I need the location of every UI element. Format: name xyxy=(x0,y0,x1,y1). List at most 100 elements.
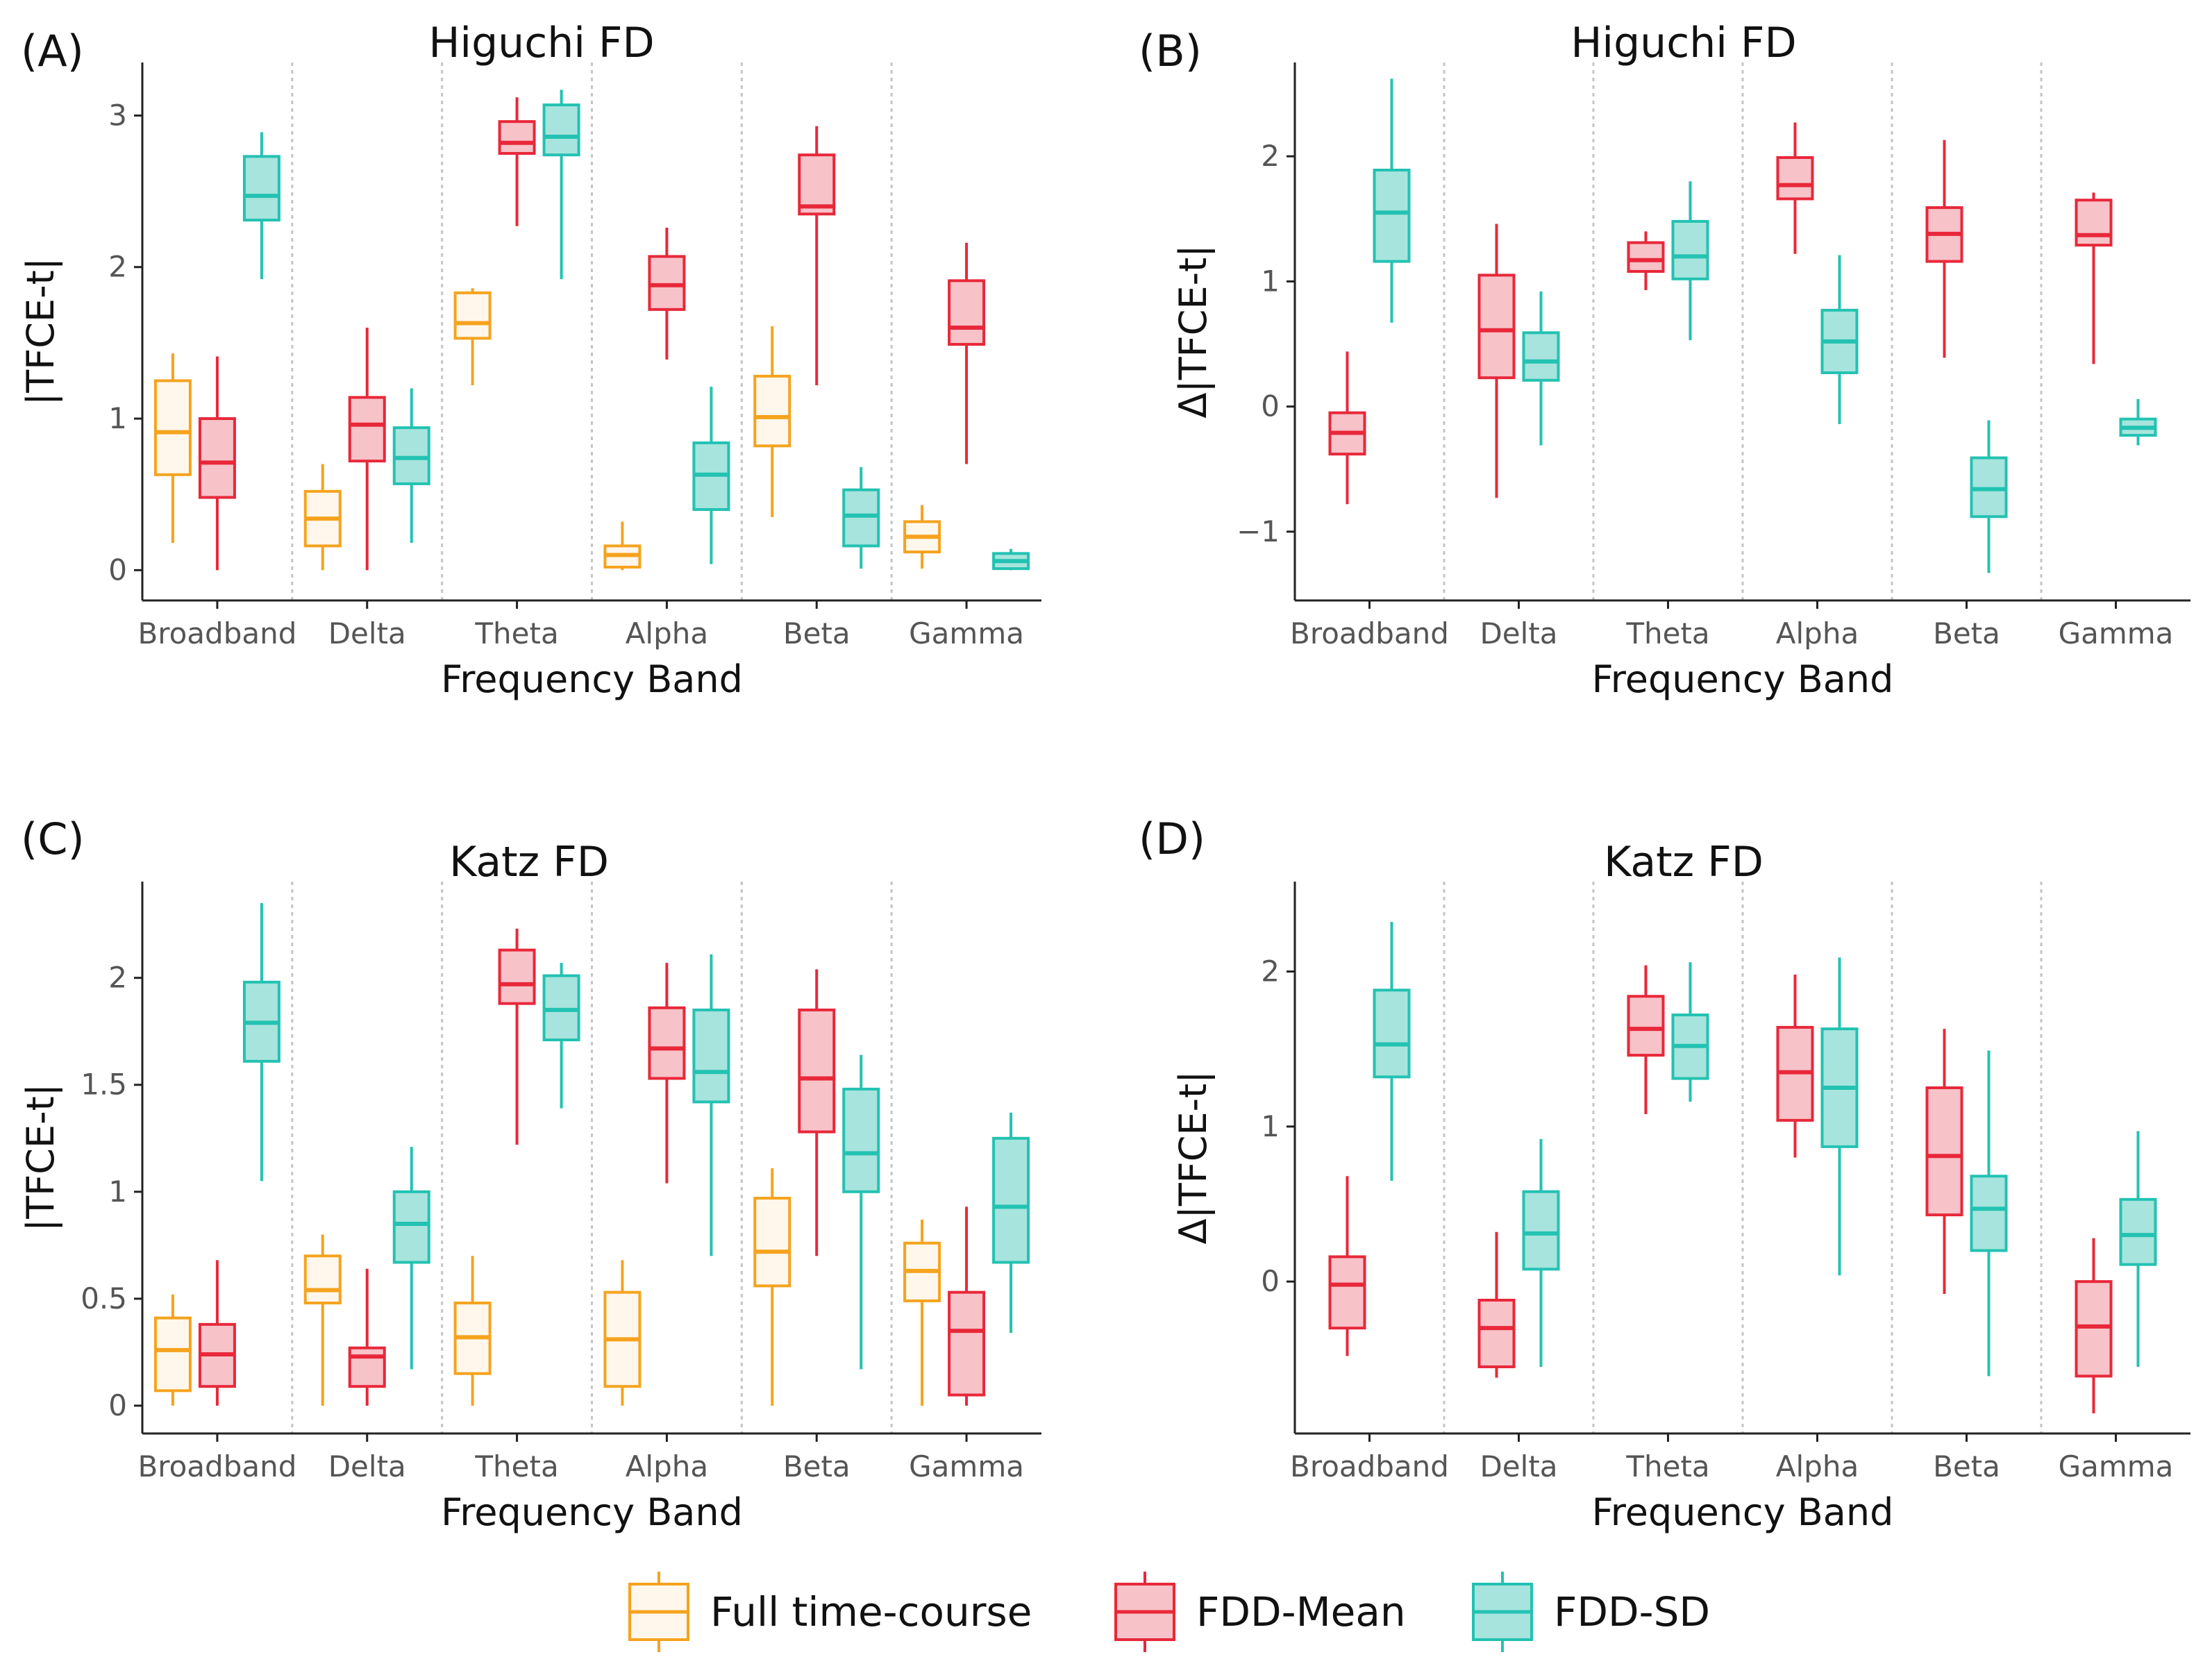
x-tick-label: Delta xyxy=(328,616,406,650)
y-tick-label: −1 xyxy=(1237,514,1280,548)
x-axis-label: Frequency Band xyxy=(441,1490,743,1534)
x-axis-label: Frequency Band xyxy=(1592,1490,1894,1534)
box-fdd-mean-alpha xyxy=(1776,974,1814,1158)
panel-title: Katz FD xyxy=(1604,838,1763,886)
x-tick-label: Gamma xyxy=(909,1449,1024,1483)
box-fdd-sd-beta xyxy=(1970,420,2008,573)
x-tick-label: Alpha xyxy=(1776,616,1859,650)
plots: (A) Higuchi FD 0 1 2 3 Broadband Delta Theta Alph… xyxy=(19,19,2190,1534)
panel-label: (B) xyxy=(1139,26,1202,76)
x-axis-label: Frequency Band xyxy=(441,657,743,701)
x-tick-label: Delta xyxy=(1480,1449,1557,1483)
x-tick-label: Alpha xyxy=(626,1449,708,1483)
box-iqr xyxy=(1522,1190,1560,1271)
box-fdd-sd-gamma xyxy=(2119,1131,2157,1367)
box-fdd-sd-alpha xyxy=(1820,255,1859,424)
y-tick-label: 2 xyxy=(1261,954,1280,989)
box-iqr xyxy=(498,948,536,1005)
box-full-time-course-theta xyxy=(453,288,492,385)
box-fdd-mean-beta xyxy=(798,126,836,385)
box-iqr xyxy=(1671,219,1709,280)
box-iqr xyxy=(842,1087,880,1193)
box-fdd-mean-gamma xyxy=(2075,1238,2113,1413)
panel-c: (C) Katz FD 0 0.5 1 1.5 2 Broadband Delta Theta Al… xyxy=(19,814,1041,1534)
box-fdd-mean-delta xyxy=(348,1268,386,1406)
box-fdd-sd-theta xyxy=(1671,962,1709,1102)
box-full-time-course-gamma xyxy=(903,1219,941,1406)
box-full-time-course-alpha xyxy=(603,521,642,571)
box-fdd-sd-gamma xyxy=(2119,398,2157,446)
x-tick-label: Gamma xyxy=(909,616,1024,650)
x-tick-label: Delta xyxy=(328,1449,406,1483)
x-tick-label: Beta xyxy=(1933,1449,2000,1483)
box-fdd-sd-theta xyxy=(542,963,580,1109)
legend: Full time-course FDD-Mean FDD-SD xyxy=(628,1572,1710,1652)
box-fdd-sd-beta xyxy=(1970,1050,2008,1377)
box-iqr xyxy=(392,1190,430,1264)
y-tick-label: 2 xyxy=(108,961,127,995)
x-tick-label: Broadband xyxy=(1290,1449,1449,1483)
legend-item-full-time-course: Full time-course xyxy=(628,1572,1032,1652)
box-fdd-mean-beta xyxy=(798,969,836,1256)
legend-item-fdd-sd: FDD-SD xyxy=(1472,1572,1710,1652)
box-iqr xyxy=(692,1008,730,1104)
box-fdd-sd-gamma xyxy=(992,1112,1030,1334)
box-iqr xyxy=(348,396,386,463)
box-fdd-sd-alpha xyxy=(692,387,730,564)
x-tick-label: Gamma xyxy=(2059,1449,2174,1483)
x-tick-label: Theta xyxy=(1625,616,1709,650)
y-axis-label: |TFCE-t| xyxy=(19,258,62,405)
box-full-time-course-beta xyxy=(753,326,791,517)
legend-label: FDD-SD xyxy=(1554,1588,1710,1635)
x-tick-label: Delta xyxy=(1480,616,1557,650)
y-tick-label: 0.5 xyxy=(81,1281,127,1315)
y-tick-label: 0 xyxy=(1261,389,1280,423)
box-fdd-mean-broadband xyxy=(1328,351,1366,505)
box-iqr xyxy=(648,255,686,311)
x-tick-label: Gamma xyxy=(2059,616,2174,650)
box-fdd-mean-alpha xyxy=(648,963,686,1184)
box-fdd-mean-broadband xyxy=(1328,1176,1366,1356)
box-iqr xyxy=(753,374,791,448)
box-fdd-sd-broadband xyxy=(242,902,280,1181)
box-fdd-mean-gamma xyxy=(948,1206,986,1406)
x-tick-label: Broadband xyxy=(1290,616,1449,650)
x-tick-label: Alpha xyxy=(1776,1449,1859,1483)
y-tick-label: 0 xyxy=(108,553,127,587)
box-iqr xyxy=(1970,1175,2008,1252)
box-fdd-mean-theta xyxy=(498,928,536,1145)
box-fdd-sd-delta xyxy=(1522,291,1560,446)
box-fdd-mean-delta xyxy=(1477,1231,1516,1378)
y-axis-label: Δ|TFCE-t| xyxy=(1171,245,1215,419)
y-tick-label: 2 xyxy=(108,250,127,284)
box-fdd-sd-delta xyxy=(392,1147,430,1370)
box-fdd-sd-beta xyxy=(842,466,880,569)
y-axis-label: Δ|TFCE-t| xyxy=(1171,1071,1215,1245)
y-tick-label: 0 xyxy=(1261,1264,1280,1298)
box-full-time-course-delta xyxy=(303,1234,342,1406)
box-iqr xyxy=(242,155,280,222)
box-iqr xyxy=(1776,155,1814,201)
box-fdd-mean-alpha xyxy=(1776,122,1814,254)
box-iqr xyxy=(1477,1298,1516,1368)
box-iqr xyxy=(542,974,580,1042)
box-fdd-sd-alpha xyxy=(1820,957,1859,1276)
box-fdd-sd-delta xyxy=(1522,1138,1560,1367)
box-iqr xyxy=(348,1346,386,1388)
y-tick-label: 1.5 xyxy=(81,1068,127,1102)
x-tick-label: Theta xyxy=(474,616,558,650)
box-fdd-mean-theta xyxy=(1627,965,1665,1114)
box-iqr xyxy=(303,1254,342,1305)
panel-label: (D) xyxy=(1139,814,1205,864)
y-tick-label: 1 xyxy=(108,401,127,435)
box-full-time-course-alpha xyxy=(603,1260,642,1406)
box-fdd-mean-beta xyxy=(1925,140,1963,358)
box-fdd-sd-broadband xyxy=(1373,922,1411,1181)
y-tick-label: 1 xyxy=(1261,264,1280,298)
box-fdd-sd-broadband xyxy=(242,132,280,280)
box-fdd-mean-beta xyxy=(1925,1029,1963,1295)
panel-label: (C) xyxy=(21,814,85,864)
panel-d: (D) Katz FD 0 1 2 Broadband Delta Theta Alpha Bet… xyxy=(1139,814,2190,1534)
y-tick-label: 3 xyxy=(108,98,127,132)
box-full-time-course-broadband xyxy=(153,353,192,544)
